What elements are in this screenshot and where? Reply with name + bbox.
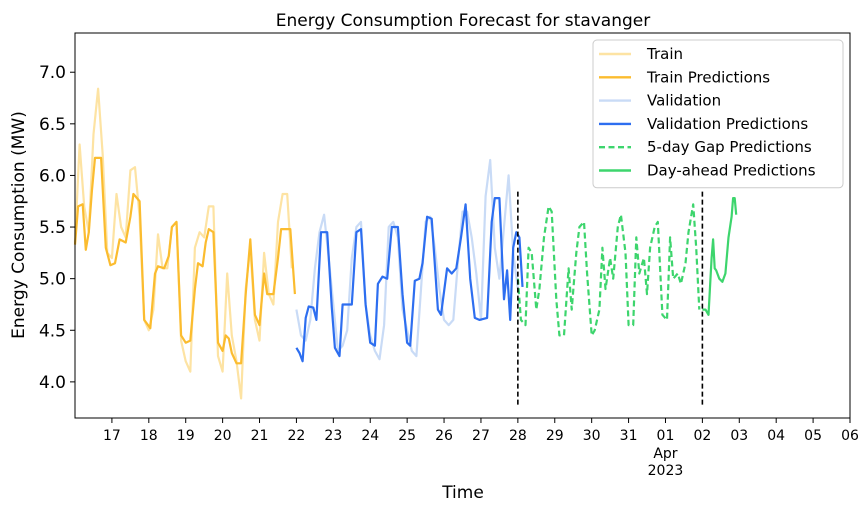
x-tick-label: 06 <box>841 428 859 444</box>
series-line-5-day-gap-predictions <box>516 203 701 337</box>
y-tick-label: 6.5 <box>39 115 66 135</box>
x-tick-label: 25 <box>398 428 416 444</box>
x-tick-label: 17 <box>103 428 121 444</box>
x-tick-label: 22 <box>288 428 306 444</box>
x-tick-label: 29 <box>546 428 564 444</box>
legend-label: Train Predictions <box>646 68 770 86</box>
y-tick-label: 6.0 <box>39 166 66 186</box>
x-tick-sublabel: 2023 <box>648 463 684 479</box>
vline-group <box>517 189 704 405</box>
x-tick-label: 30 <box>583 428 601 444</box>
legend-label: 5-day Gap Predictions <box>647 138 812 156</box>
x-tick-label: 19 <box>177 428 195 444</box>
x-axis-label: Time <box>441 483 484 503</box>
y-axis-label: Energy Consumption (MW) <box>9 111 29 339</box>
x-tick-label: 04 <box>767 428 785 444</box>
x-tick-label: 24 <box>361 428 379 444</box>
legend: Train Train Predictions Validation Validati… <box>592 39 844 189</box>
chart-title: Energy Consumption Forecast for stavange… <box>276 11 650 31</box>
series-line-validation-predictions <box>295 197 524 363</box>
y-tick-label: 5.0 <box>39 270 66 290</box>
x-tick-label: 01 <box>657 428 675 444</box>
series-line-train <box>73 87 293 400</box>
series-line-day-ahead-predictions <box>702 197 738 316</box>
series-line-train-predictions <box>73 156 296 365</box>
x-tick-label: 21 <box>251 428 269 444</box>
series-group <box>73 87 738 400</box>
y-axis-ticks: 4.0 4.5 5.0 5.5 6.0 6.5 7.0 <box>39 63 75 393</box>
legend-label: Train <box>646 45 683 63</box>
legend-label: Day-ahead Predictions <box>647 162 816 180</box>
x-tick-label: 28 <box>509 428 527 444</box>
x-tick-label: 18 <box>140 428 158 444</box>
x-tick-label: 27 <box>472 428 490 444</box>
x-tick-label: 26 <box>435 428 453 444</box>
legend-label: Validation <box>647 92 721 110</box>
x-tick-label: 20 <box>214 428 232 444</box>
y-tick-label: 4.0 <box>39 373 66 393</box>
y-tick-label: 7.0 <box>39 63 66 83</box>
plot-frame <box>74 32 851 419</box>
legend-frame <box>592 39 844 189</box>
x-tick-label: 31 <box>620 428 638 444</box>
x-tick-label: 03 <box>730 428 748 444</box>
legend-label: Validation Predictions <box>647 115 808 133</box>
y-tick-label: 4.5 <box>39 321 66 341</box>
x-tick-label: 02 <box>693 428 711 444</box>
x-tick-sublabel: Apr <box>653 446 677 462</box>
x-tick-label: 05 <box>804 428 822 444</box>
y-tick-label: 5.5 <box>39 218 66 238</box>
x-tick-label: 23 <box>324 428 342 444</box>
